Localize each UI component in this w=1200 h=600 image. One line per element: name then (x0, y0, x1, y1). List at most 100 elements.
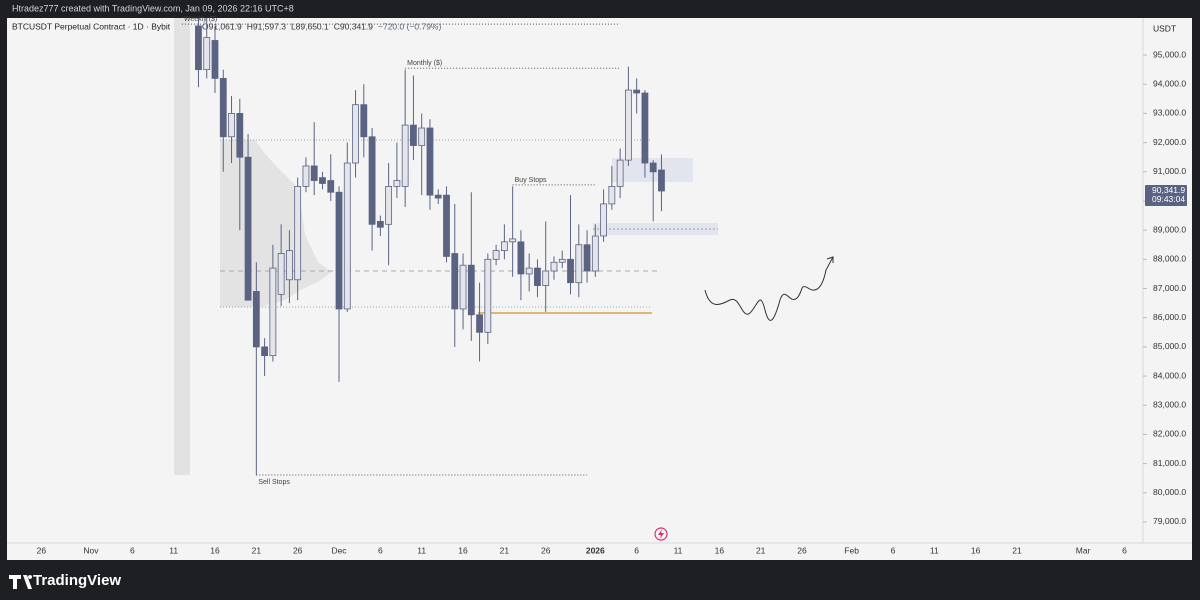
currency: USDT (1153, 23, 1176, 33)
y-tick-label: 91,000.0 (1153, 166, 1186, 176)
candle-body (492, 250, 500, 260)
candle-body (658, 169, 665, 192)
x-tick-label: 11 (930, 545, 939, 555)
candle-body (575, 244, 583, 284)
candle-body (302, 165, 310, 187)
candle-body (410, 124, 417, 146)
y-tick-label: 84,000.0 (1153, 370, 1186, 380)
candle-body (542, 270, 550, 287)
candle-body (385, 185, 393, 225)
candle-body (534, 267, 541, 287)
candle-body (401, 124, 409, 187)
x-tick-label: 16 (458, 545, 468, 555)
y-tick-label: 81,000.0 (1153, 458, 1186, 468)
x-tick-label: Nov (83, 545, 99, 555)
candle-body (368, 136, 376, 225)
x-tick-label: 21 (756, 545, 766, 555)
candle-body (600, 203, 607, 237)
candle-body (517, 241, 525, 275)
x-tick-label: 11 (169, 545, 178, 555)
candle-body (277, 253, 285, 295)
candle-body (633, 89, 641, 94)
x-tick-label: 6 (634, 545, 639, 555)
candle-body (335, 191, 343, 310)
logo: TradingView (33, 572, 121, 589)
y-tick-label: 95,000.0 (1153, 49, 1186, 59)
y-tick-label: 87,000.0 (1153, 283, 1186, 293)
level-label: Monthly ($) (407, 60, 442, 67)
ohlc-label: C90,341.9 (334, 21, 373, 31)
x-tick-label: Dec (331, 545, 347, 555)
y-tick-label: 86,000.0 (1153, 312, 1186, 322)
candle-body (583, 244, 591, 272)
ohlc-label: H91,597.3 (247, 21, 286, 31)
candle-body (294, 185, 302, 281)
x-tick-label: 6 (891, 545, 896, 555)
candle-body (616, 159, 624, 187)
candle-body (261, 346, 269, 357)
candle-body (451, 253, 459, 310)
event-icon (654, 527, 668, 541)
x-tick-label: 2026 (586, 545, 605, 555)
candle-body (269, 267, 277, 357)
candle-body (352, 104, 359, 164)
candle-body (426, 127, 434, 196)
candle-body (195, 25, 202, 71)
x-tick-label: 16 (715, 545, 725, 555)
x-tick-label: 21 (252, 545, 262, 555)
candle-body (443, 194, 450, 257)
x-tick-label: 6 (130, 545, 135, 555)
candle-body (608, 185, 616, 205)
candle-body (418, 127, 426, 146)
x-tick-label: Mar (1076, 545, 1091, 555)
ohlc-label: L89,650.1 (291, 21, 329, 31)
candle-body (591, 235, 599, 272)
candle-body (550, 261, 558, 272)
level-label: Sell Stops (258, 479, 290, 486)
level-label: Weekly ($) (184, 16, 217, 23)
x-tick-label: 21 (1012, 545, 1022, 555)
candle-body (476, 314, 483, 333)
logo-mark (9, 575, 33, 589)
x-tick-label: 16 (971, 545, 981, 555)
candle-body (509, 238, 517, 243)
level-label: Buy Stops (515, 177, 547, 184)
candle-body (567, 258, 574, 284)
range-shade (174, 18, 190, 475)
candle-body (219, 78, 227, 138)
candle-body (459, 264, 467, 310)
legend: BTCUSDT Perpetual Contract · 1D · Bybit … (12, 21, 441, 31)
price-tag (1145, 184, 1187, 206)
time-axis (7, 543, 1192, 560)
x-tick-label: 6 (378, 545, 383, 555)
candle-body (376, 221, 384, 228)
candle-body (525, 267, 533, 275)
candle-body (343, 162, 351, 310)
candle-body (310, 165, 318, 181)
candle-body (641, 92, 649, 164)
candle-body (211, 40, 219, 79)
candle-body (203, 37, 211, 71)
candle-body (467, 264, 475, 316)
candle-body (624, 89, 632, 161)
candle-body (360, 104, 368, 138)
symbol: BTCUSDT Perpetual Contract · 1D · Bybit (12, 21, 171, 31)
price-axis (1143, 18, 1192, 543)
candle-body (558, 258, 566, 263)
y-tick-label: 83,000.0 (1153, 400, 1186, 410)
y-tick-label: 82,000.0 (1153, 429, 1186, 439)
plot-area (7, 18, 1143, 543)
candle-body (228, 113, 235, 138)
y-tick-label: 85,000.0 (1153, 341, 1186, 351)
candle-body (484, 258, 492, 333)
candle-body (236, 113, 244, 158)
candle-body (244, 156, 252, 301)
countdown: 09:43:04 (1152, 194, 1185, 204)
x-tick-label: Feb (844, 545, 859, 555)
x-tick-label: 26 (797, 545, 807, 555)
zone-box (593, 223, 718, 235)
x-tick-label: 21 (500, 545, 510, 555)
credit: Htradez777 created with TradingView.com,… (12, 3, 294, 13)
